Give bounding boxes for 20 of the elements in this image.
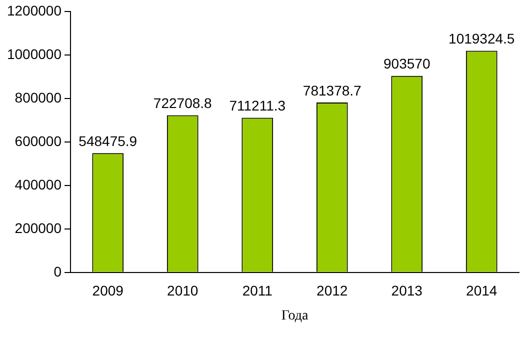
x-tick-label: 2010 — [167, 282, 198, 299]
data-label: 722708.8 — [153, 95, 212, 112]
data-label: 903570 — [384, 56, 430, 72]
x-tick-label: 2009 — [92, 282, 124, 299]
y-tick-label: 1000000 — [6, 46, 62, 62]
x-axis-title: Года — [281, 308, 309, 324]
data-label: 711211.3 — [229, 98, 286, 114]
x-tick-label: 2014 — [466, 282, 498, 299]
y-tick-label: 800000 — [14, 89, 62, 106]
y-tick-label: 400000 — [14, 176, 62, 192]
y-tick-label: 200000 — [14, 220, 62, 236]
x-tick-label: 2012 — [316, 282, 348, 299]
y-tick-label: 0 — [54, 263, 62, 280]
data-label: 548475.9 — [78, 132, 138, 149]
x-tick-label: 2013 — [391, 282, 423, 299]
data-label: 1019324.5 — [448, 30, 515, 47]
y-tick-label: 600000 — [14, 132, 62, 149]
data-label: 781378.7 — [302, 82, 362, 98]
x-tick-label: 2011 — [242, 282, 273, 299]
y-tick-label: 1200000 — [6, 2, 62, 18]
